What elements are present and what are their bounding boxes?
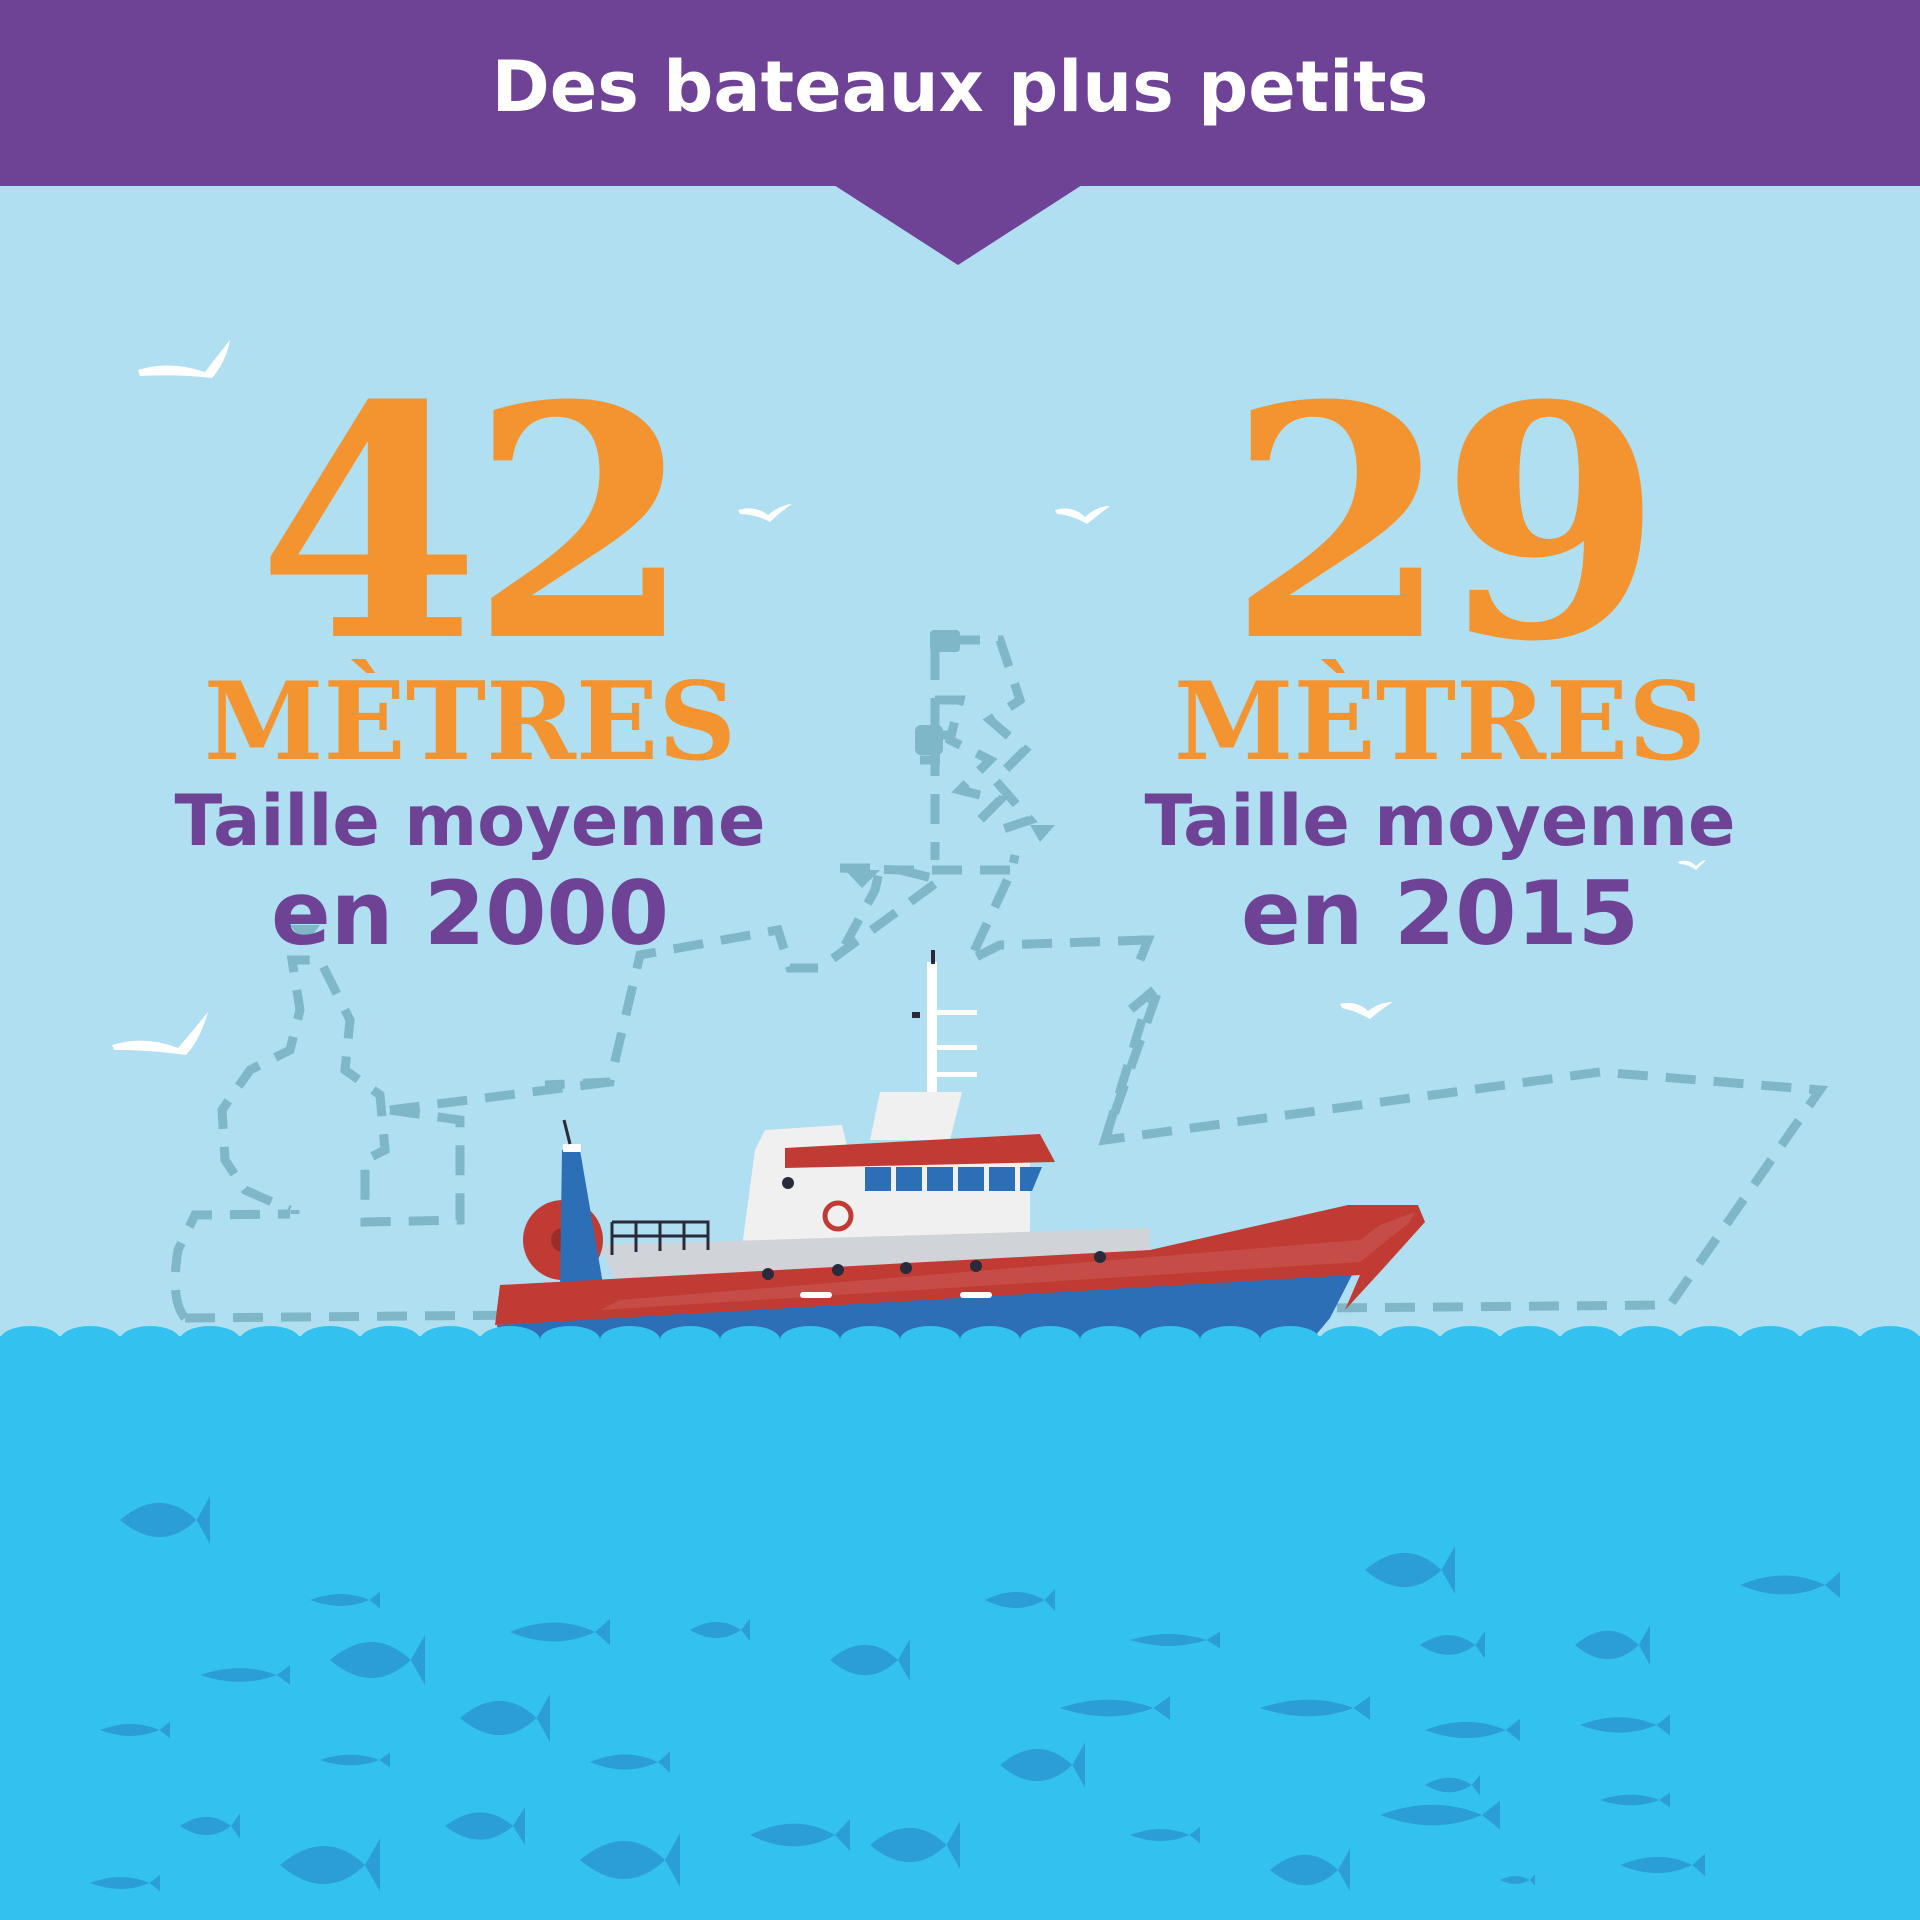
- wave-crest: [840, 1326, 900, 1354]
- fish-icon: [1130, 1631, 1220, 1649]
- wave-crest: [1080, 1326, 1140, 1354]
- fish-icon: [1260, 1696, 1370, 1720]
- fish-icon: [590, 1751, 670, 1773]
- wave-crest: [420, 1326, 480, 1354]
- wave-crest: [960, 1326, 1020, 1354]
- fish-icon: [310, 1591, 380, 1609]
- wave-crest: [540, 1326, 600, 1354]
- wave-crest: [780, 1326, 840, 1354]
- wave-crest: [1680, 1326, 1740, 1354]
- stat-2000-unit: MÈTRES: [203, 659, 737, 785]
- stat-2000: 42 MÈTRES Taille moyenne en 2000: [110, 360, 830, 964]
- fish-icon: [985, 1588, 1055, 1612]
- wave-crest: [720, 1326, 780, 1354]
- wave-crest: [1140, 1326, 1200, 1354]
- seagull-icon: [1340, 1002, 1393, 1019]
- fish-icon: [1425, 1718, 1520, 1742]
- fish-icon: [870, 1821, 960, 1869]
- fish-icon: [1600, 1792, 1670, 1808]
- stat-2015-year: en 2015: [1241, 862, 1639, 965]
- wave-crest: [1260, 1326, 1320, 1354]
- wave-crest: [180, 1326, 240, 1354]
- fish-icon: [690, 1618, 750, 1642]
- wave-crest: [1800, 1326, 1860, 1354]
- wave-crest: [1020, 1326, 1080, 1354]
- fish-icon: [1575, 1625, 1650, 1665]
- fish-icon: [100, 1721, 170, 1739]
- seagull-icon: [1678, 860, 1706, 870]
- wave-crest: [1320, 1326, 1380, 1354]
- stat-2000-label: Taille moyenne: [174, 780, 766, 862]
- wave-crest: [1620, 1326, 1680, 1354]
- wave-scallops: [0, 1326, 1920, 1354]
- wave-crest: [240, 1326, 300, 1354]
- wave-crest: [60, 1326, 120, 1354]
- fish-icon: [1060, 1696, 1170, 1720]
- fish-icon: [1380, 1800, 1500, 1830]
- fish-icon: [750, 1819, 850, 1851]
- fish-icon: [1000, 1742, 1085, 1788]
- fish-icon: [830, 1638, 910, 1682]
- fish-icon: [445, 1806, 525, 1846]
- fish-icon: [330, 1634, 425, 1686]
- fish-icon: [320, 1752, 390, 1768]
- wave-crest: [300, 1326, 360, 1354]
- wave-crest: [1440, 1326, 1500, 1354]
- wave-crest: [1740, 1326, 1800, 1354]
- stat-2015-label: Taille moyenne: [1144, 780, 1736, 862]
- wave-crest: [0, 1326, 60, 1354]
- stat-2015-unit: MÈTRES: [1173, 659, 1707, 785]
- fish-icon: [580, 1833, 680, 1887]
- fish-school: [90, 1496, 1840, 1892]
- seagull-icon: [112, 1012, 208, 1055]
- wave-crest: [480, 1326, 540, 1354]
- seagull-icon: [738, 504, 792, 522]
- wave-crest: [1860, 1326, 1920, 1354]
- fish-icon: [90, 1874, 160, 1892]
- stat-2015-value: 29: [1227, 337, 1662, 712]
- outline-mast-details: [290, 630, 1055, 945]
- wave-crest: [1380, 1326, 1440, 1354]
- fish-icon: [1620, 1853, 1705, 1877]
- fish-icon: [460, 1694, 550, 1742]
- trawler-boat-icon: [495, 950, 1425, 1342]
- seagull-icon: [138, 340, 230, 378]
- header-banner: [0, 0, 1920, 186]
- fish-icon: [1425, 1774, 1480, 1796]
- seagull-icon: [1055, 506, 1110, 524]
- banner-pointer: [834, 185, 1082, 265]
- fish-icon: [510, 1618, 610, 1646]
- wave-crest: [120, 1326, 180, 1354]
- fish-icon: [1130, 1826, 1200, 1844]
- fish-icon: [1580, 1714, 1670, 1736]
- seagulls: [112, 340, 1706, 1055]
- wave-crest: [1500, 1326, 1560, 1354]
- fish-icon: [1420, 1631, 1485, 1659]
- fish-icon: [200, 1665, 290, 1685]
- fish-icon: [180, 1813, 240, 1839]
- stat-2015: 29 MÈTRES Taille moyenne en 2015: [1080, 360, 1800, 964]
- wave-crest: [660, 1326, 720, 1354]
- wave-crest: [360, 1326, 420, 1354]
- wave-crest: [1200, 1326, 1260, 1354]
- fish-icon: [1365, 1546, 1455, 1594]
- fish-icon: [1500, 1874, 1535, 1886]
- fish-icon: [120, 1496, 210, 1544]
- fish-icon: [280, 1838, 380, 1892]
- wave-crest: [1560, 1326, 1620, 1354]
- wave-crest: [900, 1326, 960, 1354]
- page-title: Des bateaux plus petits: [491, 46, 1429, 128]
- stat-2000-year: en 2000: [271, 862, 669, 965]
- fish-icon: [1270, 1848, 1350, 1892]
- wave-crest: [600, 1326, 660, 1354]
- stat-2000-value: 42: [257, 337, 692, 712]
- fish-icon: [1740, 1571, 1840, 1599]
